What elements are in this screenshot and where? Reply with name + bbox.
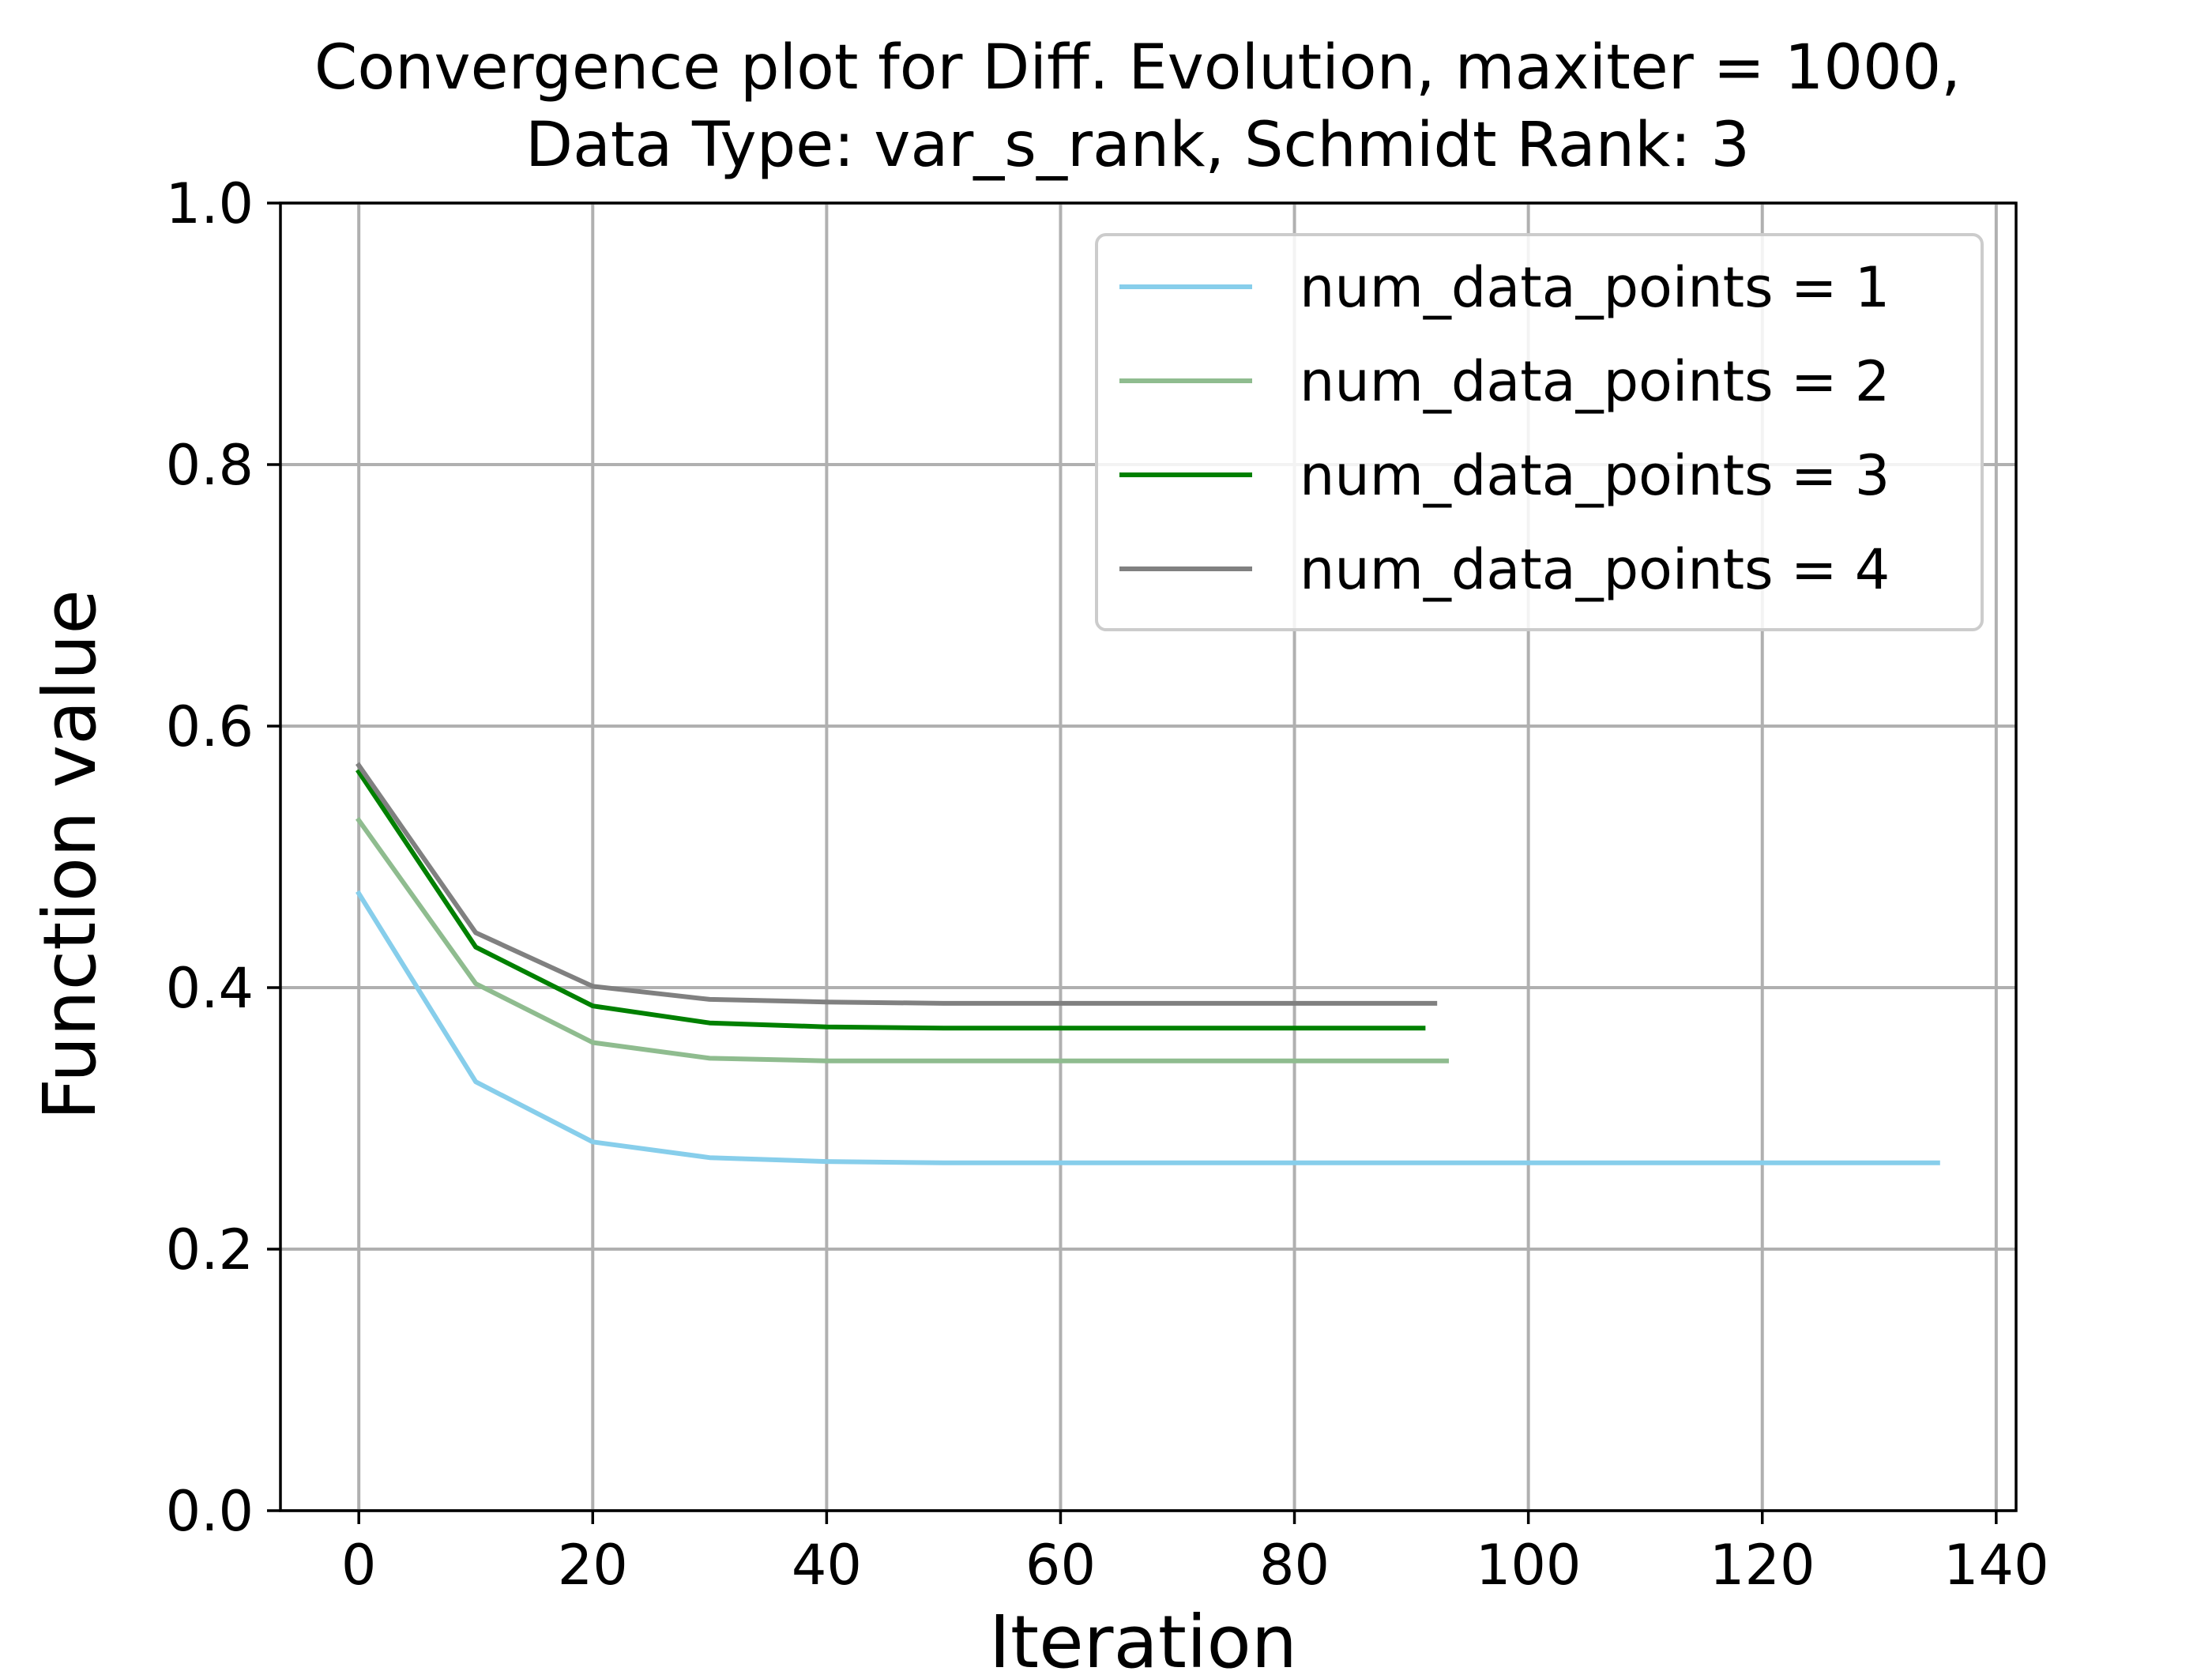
y-tick-label: 0.8 — [166, 433, 254, 498]
series-line-3 — [356, 768, 1426, 1031]
x-tick-label: 140 — [1943, 1533, 2049, 1598]
x-tick-label: 40 — [792, 1533, 862, 1598]
x-tick-label: 120 — [1710, 1533, 1815, 1598]
y-tick-label: 0.2 — [166, 1218, 254, 1282]
x-tick-label: 20 — [558, 1533, 628, 1598]
y-axis-label: Function value — [28, 589, 112, 1120]
y-tick-label: 0.0 — [166, 1479, 254, 1544]
axis-ticks: 0 20 40 60 80 100 120 140 0.0 0.2 0.4 0.6 0.8 1.0 — [166, 171, 2049, 1598]
plot-frame — [279, 201, 2018, 1512]
legend-label-1: num_data_points = 1 — [1300, 255, 1890, 320]
series-line-1 — [356, 890, 1940, 1165]
y-tick-label: 1.0 — [166, 171, 254, 236]
legend-label-3: num_data_points = 3 — [1300, 443, 1890, 508]
x-tick-label: 60 — [1025, 1533, 1096, 1598]
x-tick-label: 100 — [1476, 1533, 1582, 1598]
series-line-2 — [356, 817, 1449, 1063]
chart-title: Convergence plot for Diff. Evolution, ma… — [314, 32, 1961, 104]
legend-label-2: num_data_points = 2 — [1300, 349, 1890, 414]
y-tick-label: 0.6 — [166, 694, 254, 759]
chart-subtitle: Data Type: var_s_rank, Schmidt Rank: 3 — [525, 110, 1750, 181]
legend: num_data_points = 1 num_data_points = 2 nu… — [1095, 233, 1984, 631]
x-tick-label: 0 — [341, 1533, 377, 1598]
legend-box — [1095, 233, 1984, 631]
y-tick-label: 0.4 — [166, 956, 254, 1021]
x-tick-label: 80 — [1259, 1533, 1330, 1598]
x-axis-label: Iteration — [989, 1600, 1297, 1675]
series-lines — [356, 762, 1940, 1165]
series-line-4 — [356, 762, 1438, 1006]
legend-label-4: num_data_points = 4 — [1300, 537, 1890, 602]
